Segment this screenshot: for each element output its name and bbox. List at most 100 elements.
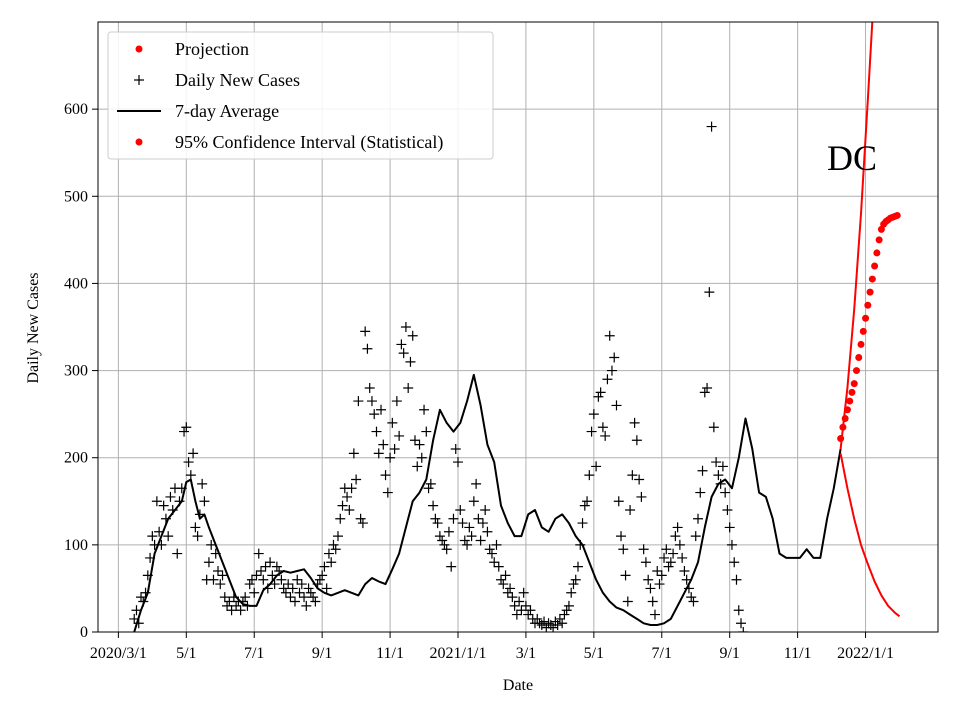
daily-case-marker — [353, 396, 364, 407]
legend-dot-marker — [135, 45, 143, 53]
daily-case-marker — [394, 430, 405, 441]
daily-case-marker — [278, 583, 289, 594]
daily-case-marker — [604, 330, 615, 341]
x-tick-label: 11/1 — [376, 645, 404, 662]
daily-case-marker — [382, 487, 393, 498]
daily-case-marker — [588, 409, 599, 420]
daily-case-marker — [593, 391, 604, 402]
y-tick-label: 100 — [64, 537, 88, 554]
daily-case-marker — [597, 422, 608, 433]
daily-case-marker — [165, 491, 176, 502]
daily-case-marker — [486, 548, 497, 559]
daily-case-marker — [172, 548, 183, 559]
daily-case-marker — [425, 478, 436, 489]
x-tick-label: 5/1 — [176, 645, 196, 662]
daily-case-marker — [720, 487, 731, 498]
daily-case-marker — [371, 426, 382, 437]
daily-case-marker — [446, 561, 457, 572]
daily-case-marker — [491, 539, 502, 550]
daily-case-marker — [534, 618, 545, 629]
daily-case-marker — [622, 596, 633, 607]
daily-case-marker — [294, 587, 305, 598]
daily-case-marker — [468, 496, 479, 507]
projection-point — [862, 314, 870, 322]
projection-point — [837, 435, 845, 443]
projection-point — [866, 288, 874, 296]
projection-point — [843, 406, 851, 414]
daily-case-marker — [686, 592, 697, 603]
daily-case-marker — [711, 457, 722, 468]
legend-box — [107, 31, 494, 160]
daily-case-marker — [568, 579, 579, 590]
daily-case-marker — [566, 587, 577, 598]
y-tick-label: 500 — [64, 188, 88, 205]
daily-case-marker — [289, 596, 300, 607]
daily-case-marker — [559, 609, 570, 620]
daily-case-marker — [672, 522, 683, 533]
daily-case-marker — [337, 500, 348, 511]
daily-case-marker — [579, 500, 590, 511]
daily-case-marker — [573, 561, 583, 572]
daily-case-marker — [591, 461, 602, 472]
daily-case-marker — [466, 531, 477, 542]
daily-case-marker — [362, 343, 373, 354]
daily-case-marker — [197, 478, 208, 489]
confidence-interval-line — [839, 453, 901, 618]
daily-case-marker — [183, 457, 194, 468]
daily-case-marker — [348, 448, 359, 459]
daily-case-marker — [532, 613, 543, 624]
daily-case-marker — [147, 531, 158, 542]
projection-point — [852, 367, 860, 375]
x-tick-label: 7/1 — [652, 645, 672, 662]
legend-label: Projection — [175, 39, 249, 59]
daily-case-marker — [403, 383, 414, 393]
y-tick-label: 300 — [64, 363, 88, 380]
daily-case-marker — [514, 596, 525, 607]
daily-case-marker — [611, 400, 622, 411]
daily-case-marker — [357, 518, 368, 529]
daily-case-marker — [484, 544, 495, 555]
daily-case-marker — [724, 522, 735, 533]
daily-case-marker — [679, 566, 690, 576]
daily-case-marker — [215, 579, 226, 590]
tick-layer: 2020/3/1 5/1 7/1 9/1 11/1 2021/1/1 3/1 5/1 7/1 9/… — [64, 101, 894, 662]
daily-case-marker — [179, 426, 190, 437]
daily-case-marker — [464, 522, 475, 533]
daily-case-marker — [618, 544, 629, 555]
daily-case-marker — [407, 330, 418, 341]
daily-case-marker — [620, 570, 631, 581]
projection-point — [877, 225, 885, 233]
daily-case-marker — [314, 574, 325, 585]
daily-case-marker — [600, 430, 611, 441]
daily-case-marker — [328, 539, 339, 550]
y-tick-label: 400 — [64, 275, 88, 292]
daily-case-marker — [301, 600, 312, 611]
daily-case-marker — [203, 557, 214, 568]
daily-case-marker — [208, 574, 219, 585]
daily-case-marker — [636, 491, 647, 502]
daily-case-marker — [471, 478, 482, 489]
daily-case-marker — [235, 605, 246, 616]
daily-case-marker — [423, 483, 434, 494]
projection-point — [859, 327, 867, 335]
daily-case-marker — [643, 574, 654, 585]
annotation-label: DC — [827, 138, 877, 178]
daily-case-marker — [199, 496, 210, 507]
daily-case-marker — [704, 287, 715, 298]
daily-case-marker — [645, 583, 656, 594]
daily-case-marker — [663, 561, 674, 572]
daily-case-marker — [310, 596, 321, 607]
plot-frame — [97, 21, 939, 633]
daily-case-marker — [190, 522, 201, 533]
daily-case-marker — [253, 548, 264, 559]
daily-case-marker — [246, 574, 257, 585]
daily-case-marker — [695, 487, 706, 498]
projection-point — [871, 262, 879, 270]
data-layer — [129, 22, 901, 632]
daily-case-marker — [595, 387, 606, 398]
projection-point — [868, 275, 876, 283]
daily-case-marker — [634, 474, 645, 485]
projection-point — [873, 249, 881, 257]
daily-case-marker — [360, 326, 371, 337]
daily-case-marker — [489, 557, 500, 568]
